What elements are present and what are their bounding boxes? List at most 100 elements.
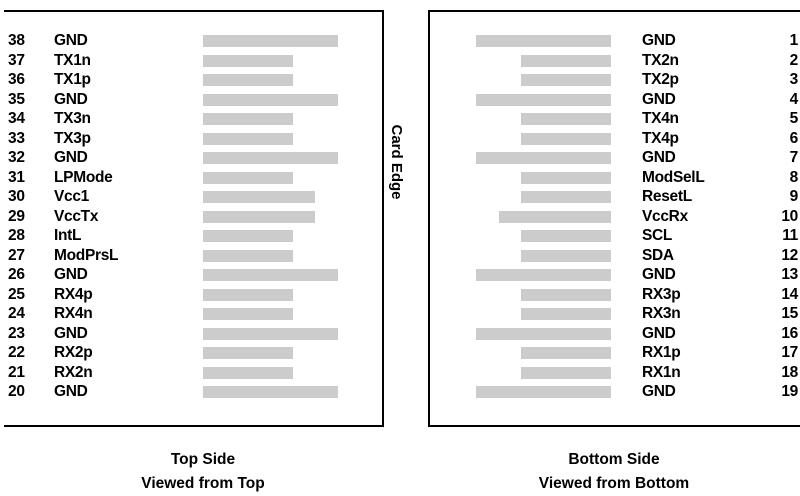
pin-contact-bar (203, 327, 338, 340)
pin-row: 35 GND (4, 91, 382, 108)
pin-contact-bar (203, 113, 293, 125)
pin-row: 27 ModPrsL (4, 247, 382, 264)
pin-number: 9 (789, 188, 799, 205)
pin-row: 4 GND (430, 91, 800, 108)
top-side-title: Top Side (170, 451, 236, 468)
pin-row: 33 TX3p (4, 130, 382, 147)
pin-contact-bar (521, 288, 611, 301)
pin-contact-bar (521, 171, 611, 184)
pin-row: 26 GND (4, 266, 382, 283)
pin-number: 21 (8, 363, 25, 381)
pin-row: 3 TX2p (430, 71, 800, 88)
pin-label: TX1p (54, 71, 91, 88)
pin-label: GND (642, 32, 676, 49)
pin-label: VccTx (54, 207, 99, 225)
pin-contact-bar (521, 132, 611, 145)
pin-label: GND (642, 149, 676, 166)
pin-label: GND (54, 149, 88, 166)
pin-contact-bar (203, 249, 293, 262)
card-edge-label: Card Edge (388, 124, 405, 200)
pin-contact-bar (203, 171, 293, 184)
pin-row: 8 ModSelL (430, 169, 800, 186)
pin-number: 13 (781, 266, 798, 283)
pin-contact-bar (476, 386, 611, 398)
pin-number: 36 (8, 71, 25, 88)
pin-row: 30 Vcc1 (4, 188, 382, 205)
pin-row: 12 SDA (430, 247, 800, 264)
pin-contact-bar (203, 366, 293, 379)
pin-label: GND (54, 90, 88, 108)
pin-row: 31 LPMode (4, 169, 382, 186)
pin-contact-bar (499, 210, 611, 223)
pin-label: RX4n (54, 305, 93, 322)
pin-label: VccRx (642, 207, 688, 225)
pin-number: 3 (789, 71, 799, 88)
pin-label: Vcc1 (54, 188, 89, 205)
pin-contact-bar (476, 152, 611, 164)
pin-number: 2 (789, 51, 799, 69)
pin-row: 29 VccTx (4, 208, 382, 225)
pin-number: 38 (8, 32, 25, 49)
pin-number: 34 (8, 110, 25, 127)
bottom-side-panel: 1 GND 2 TX2n 3 TX2p 4 GND 5 TX4n 6 TX4p 7 GND 8 ModSelL… (428, 10, 800, 427)
pin-label: SDA (642, 246, 674, 264)
pin-number: 23 (8, 324, 25, 342)
pin-label: TX4n (642, 110, 679, 127)
pin-row: 10 VccRx (430, 208, 800, 225)
pin-contact-bar (203, 132, 293, 145)
pin-number: 32 (8, 149, 25, 166)
pin-contact-bar (476, 327, 611, 340)
pin-number: 27 (8, 246, 25, 264)
pin-contact-bar (521, 347, 611, 359)
pin-number: 8 (789, 168, 799, 186)
pin-row: 5 TX4n (430, 110, 800, 127)
pin-row: 23 GND (4, 325, 382, 342)
pin-row: 11 SCL (430, 227, 800, 244)
pin-row: 19 GND (430, 383, 800, 400)
pin-number: 14 (781, 285, 798, 303)
pin-label: RX1n (642, 363, 681, 381)
pin-label: TX3p (54, 129, 91, 147)
pin-label: GND (642, 90, 676, 108)
pin-contact-bar (521, 191, 611, 203)
pin-number: 5 (789, 110, 799, 127)
pin-number: 20 (8, 383, 25, 400)
pin-contact-bar (203, 288, 293, 301)
pin-number: 18 (781, 363, 798, 381)
pin-number: 29 (8, 207, 25, 225)
pin-number: 28 (8, 227, 25, 244)
pin-contact-bar (203, 386, 338, 398)
pin-number: 22 (8, 344, 25, 361)
pin-number: 19 (781, 383, 798, 400)
pin-number: 10 (781, 207, 798, 225)
pin-contact-bar (521, 54, 611, 67)
pin-contact-bar (203, 210, 315, 223)
pin-label: TX1n (54, 51, 91, 69)
pin-number: 7 (789, 149, 799, 166)
pin-label: RX2n (54, 363, 93, 381)
pin-contact-bar (521, 249, 611, 262)
pin-contact-bar (203, 35, 338, 47)
pin-row: 22 RX2p (4, 344, 382, 361)
pin-contact-bar (203, 93, 338, 106)
pin-label: ResetL (642, 188, 692, 205)
pin-row: 6 TX4p (430, 130, 800, 147)
pin-row: 21 RX2n (4, 364, 382, 381)
pin-label: TX4p (642, 129, 679, 147)
pin-number: 16 (781, 324, 798, 342)
top-side-caption: Top Side Viewed from Top (4, 448, 402, 496)
pin-row: 16 GND (430, 325, 800, 342)
pin-row: 37 TX1n (4, 52, 382, 69)
pin-number: 15 (781, 305, 798, 322)
pin-row: 18 RX1n (430, 364, 800, 381)
pin-row: 24 RX4n (4, 305, 382, 322)
pin-contact-bar (521, 74, 611, 86)
pin-row: 7 GND (430, 149, 800, 166)
pin-label: SCL (642, 227, 673, 244)
pin-contact-bar (521, 366, 611, 379)
pin-row: 32 GND (4, 149, 382, 166)
pin-row: 36 TX1p (4, 71, 382, 88)
pin-number: 6 (789, 129, 799, 147)
pin-number: 25 (8, 285, 25, 303)
pin-label: RX1p (642, 344, 681, 361)
